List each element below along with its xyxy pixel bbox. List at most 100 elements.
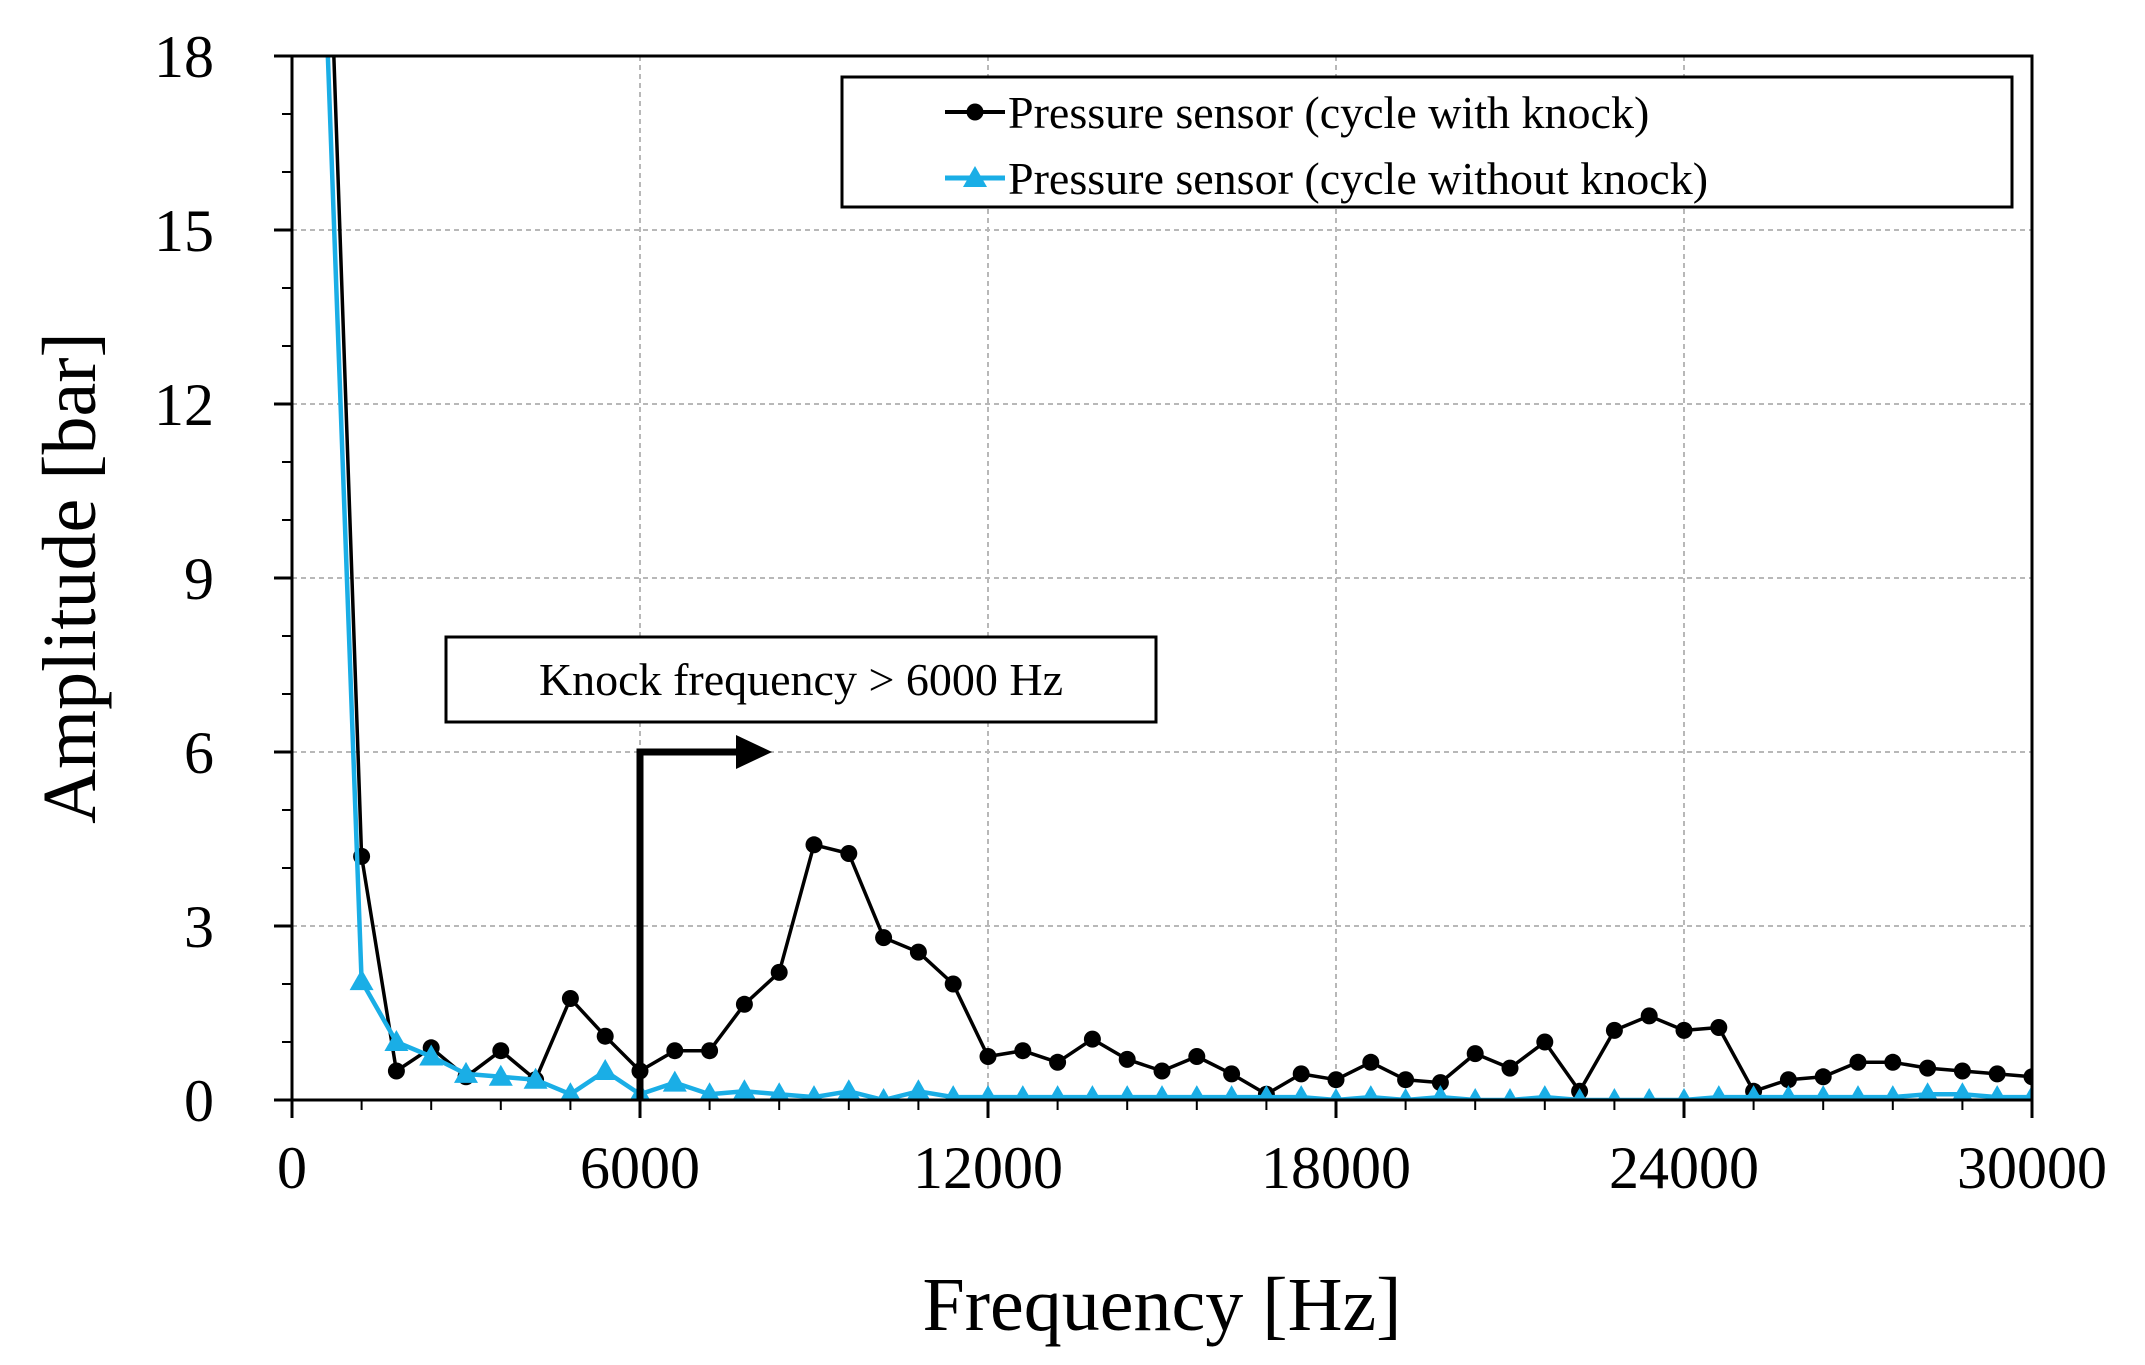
data-point [1745, 1085, 1763, 1100]
data-point [593, 1059, 618, 1080]
grid [292, 56, 2032, 1100]
legend-item: Pressure sensor (cycle with knock) [945, 87, 1649, 138]
legend-marker [966, 103, 984, 121]
data-point [1884, 1085, 1902, 1100]
data-point [384, 1030, 409, 1051]
x-tick-label: 18000 [1261, 1135, 1411, 1201]
data-point [1849, 1085, 1867, 1100]
data-point [979, 1048, 997, 1065]
data-point [836, 1079, 861, 1100]
x-tick-label: 24000 [1609, 1135, 1759, 1201]
series-without-knock [325, 56, 2032, 1100]
data-point [876, 1088, 891, 1100]
data-point [944, 1085, 962, 1100]
data-point [488, 1064, 513, 1086]
y-tick-label: 9 [184, 546, 214, 612]
data-point [1049, 1053, 1067, 1071]
data-point [1153, 1085, 1171, 1100]
data-point [1257, 1085, 1275, 1100]
y-tick-label: 3 [184, 894, 214, 960]
data-point [875, 929, 893, 947]
legend-marker [963, 166, 987, 187]
data-point [1431, 1074, 1449, 1092]
data-point [1014, 1085, 1032, 1100]
data-point [1952, 1082, 1973, 1100]
data-point [1814, 1068, 1832, 1086]
data-point [1118, 1085, 1136, 1100]
data-point [1292, 1085, 1310, 1100]
data-point [1503, 1088, 1517, 1100]
ticks: 0 6000 12000 18000 24000 30000 0 3 6 9 12 15 18 [154, 24, 2107, 1201]
x-tick-label: 6000 [580, 1135, 700, 1201]
data-point [2023, 1068, 2032, 1086]
data-point [979, 1085, 997, 1100]
data-point [1083, 1030, 1101, 1048]
data-point [1710, 1085, 1728, 1100]
y-axis-title: Amplitude [bar] [28, 332, 112, 824]
legend: Pressure sensor (cycle with knock) Pressu… [840, 75, 2014, 209]
data-point [1362, 1053, 1380, 1071]
data-point [1677, 1088, 1691, 1100]
data-point [1988, 1085, 2006, 1100]
y-tick-label: 18 [154, 24, 214, 90]
data-point [1779, 1071, 1797, 1089]
legend-label: Pressure sensor (cycle with knock) [1008, 87, 1649, 138]
data-point [1919, 1059, 1937, 1077]
annotation-text: Knock frequency > 6000 Hz [539, 654, 1063, 705]
data-point [662, 1070, 687, 1092]
data-point [1223, 1065, 1241, 1083]
data-point [1710, 1019, 1728, 1036]
data-point [1779, 1085, 1797, 1100]
data-point [944, 975, 962, 993]
legend-box [840, 75, 2014, 209]
data-point [349, 969, 374, 991]
data-point [770, 963, 788, 981]
x-tick-label: 12000 [913, 1135, 1063, 1201]
data-point [1398, 1088, 1413, 1100]
data-point [454, 1061, 478, 1083]
data-point [523, 1067, 548, 1089]
series-layer [325, 56, 2032, 1100]
data-point [1605, 1021, 1623, 1039]
y-tick-label: 12 [154, 372, 214, 438]
data-point [387, 1062, 405, 1080]
data-point [769, 1082, 790, 1100]
data-point [1988, 1065, 2006, 1083]
data-point [1153, 1062, 1171, 1080]
data-point [1083, 1085, 1101, 1100]
data-point [1675, 1021, 1693, 1039]
data-point [1607, 1088, 1622, 1100]
data-point [1431, 1085, 1449, 1100]
data-point [2023, 1085, 2032, 1100]
data-point [1188, 1048, 1206, 1065]
data-point [666, 1042, 684, 1060]
data-point [840, 845, 858, 862]
data-point [1329, 1088, 1343, 1100]
data-point [1327, 1071, 1345, 1089]
data-point [1466, 1045, 1484, 1063]
y-tick-label: 15 [154, 198, 214, 264]
annotation: Knock frequency > 6000 Hz [444, 635, 1158, 1100]
data-point [1536, 1033, 1554, 1051]
data-point [1118, 1050, 1136, 1068]
annotation-arrow-line [636, 748, 740, 1100]
y-tick-label: 0 [184, 1068, 214, 1134]
data-point [492, 1042, 510, 1060]
data-point [735, 995, 753, 1013]
data-point [699, 1082, 720, 1100]
x-axis-title: Frequency [Hz] [922, 1263, 1401, 1347]
data-point [805, 1085, 823, 1100]
x-tick-label: 30000 [1957, 1135, 2107, 1201]
y-tick-label: 6 [184, 720, 214, 786]
data-point [1397, 1071, 1415, 1089]
x-tick-label: 0 [277, 1135, 307, 1201]
annotation-box [444, 635, 1158, 724]
data-point [561, 990, 579, 1007]
data-point [560, 1082, 581, 1100]
data-point [1223, 1085, 1241, 1100]
legend-label: Pressure sensor (cycle without knock) [1008, 153, 1708, 204]
data-point [1953, 1062, 1971, 1080]
data-point [1468, 1088, 1483, 1100]
data-point [909, 943, 927, 961]
